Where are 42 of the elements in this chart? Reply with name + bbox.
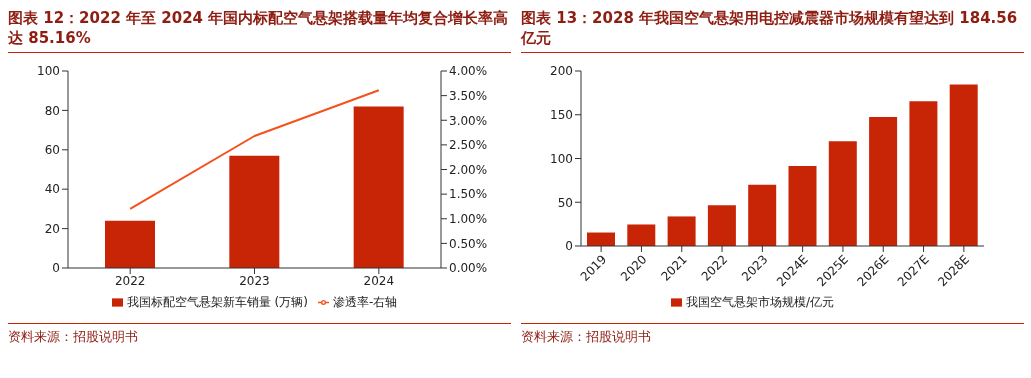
bar bbox=[627, 224, 656, 246]
bar bbox=[869, 117, 898, 246]
y2-tick-label: 3.50% bbox=[449, 88, 488, 103]
y-tick-label: 40 bbox=[44, 182, 60, 197]
legend-label: 渗透率-右轴 bbox=[332, 295, 398, 309]
y-tick-label: 0 bbox=[565, 239, 573, 254]
bar bbox=[353, 106, 404, 268]
y-tick-label: 50 bbox=[557, 195, 573, 210]
bar bbox=[828, 141, 857, 246]
y2-tick-label: 0.50% bbox=[449, 236, 488, 251]
bar bbox=[105, 220, 155, 268]
bar bbox=[909, 101, 938, 246]
legend-label: 我国空气悬架市场规模/亿元 bbox=[685, 295, 835, 309]
text: 资料来源：招股说明书 bbox=[8, 328, 139, 346]
x-tick-label: 2022 bbox=[114, 273, 146, 288]
y2-tick-label: 0.00% bbox=[449, 261, 488, 276]
y-tick-label: 60 bbox=[44, 143, 60, 158]
x-tick-label: 2023 bbox=[239, 273, 270, 288]
x-tick-label: 2024 bbox=[363, 273, 395, 288]
y-tick-label: 150 bbox=[550, 108, 573, 123]
y2-tick-label: 2.00% bbox=[449, 162, 488, 177]
bar bbox=[667, 216, 696, 246]
bar bbox=[788, 166, 817, 246]
bar bbox=[748, 184, 777, 246]
chart-title: 图表 12：2022 年至 2024 年国内标配空气悬架搭载量年均复合增长率高达 85.16% bbox=[8, 8, 511, 53]
y-tick-label: 100 bbox=[37, 64, 60, 79]
y2-tick-label: 1.50% bbox=[449, 187, 488, 202]
y2-tick-label: 1.00% bbox=[449, 212, 488, 227]
chart-title: 图表 13：2028 年我国空气悬架用电控减震器市场规模有望达到 184.56 亿元 bbox=[521, 8, 1024, 53]
text: 资料来源：招股说明书 bbox=[521, 328, 652, 346]
y-tick-label: 100 bbox=[550, 151, 573, 166]
y2-tick-label: 2.50% bbox=[449, 138, 488, 153]
bar bbox=[707, 205, 736, 246]
legend-label: 我国标配空气悬架新车销量 (万辆) bbox=[126, 295, 308, 309]
y2-tick-label: 4.00% bbox=[449, 64, 488, 79]
y-tick-label: 20 bbox=[44, 221, 60, 236]
y2-tick-label: 3.00% bbox=[449, 113, 488, 128]
y-tick-label: 80 bbox=[44, 103, 60, 118]
bar bbox=[949, 84, 978, 246]
y-tick-label: 0 bbox=[52, 261, 60, 276]
y-tick-label: 200 bbox=[550, 64, 573, 79]
bar bbox=[229, 155, 280, 268]
